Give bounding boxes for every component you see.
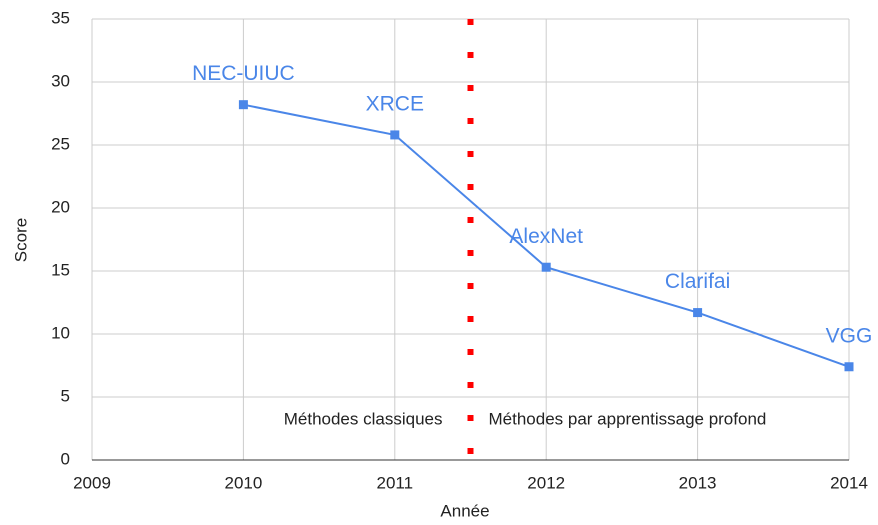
y-tick-label: 5 [61,386,70,405]
y-tick-label: 0 [61,449,70,468]
point [238,100,248,110]
x-tick-label: 2010 [224,473,262,492]
annotation: Méthodes par apprentissage profond [489,409,767,428]
point-label: AlexNet [509,225,583,248]
y-tick-label: 20 [51,197,70,216]
point-label: NEC-UIUC [192,62,295,85]
point [390,130,400,140]
x-tick-label: 2009 [73,473,111,492]
y-axis-label: Score [11,218,30,262]
point-label: VGG [826,324,873,347]
point [693,308,703,318]
x-tick-label: 2011 [377,473,414,492]
x-tick-label: 2014 [830,473,868,492]
x-tick-label: 2013 [679,473,717,492]
y-tick-label: 25 [51,134,70,153]
y-tick-label: 35 [51,8,70,27]
point-label: Clarifai [665,270,730,293]
annotation: Méthodes classiques [284,409,443,428]
point-label: XRCE [366,92,424,115]
x-axis-label: Année [440,501,489,520]
x-tick-label: 2012 [527,473,565,492]
point [844,362,854,372]
y-tick-label: 10 [51,323,70,342]
point [541,262,551,272]
y-tick-label: 30 [51,71,70,90]
y-tick-label: 15 [51,260,70,279]
